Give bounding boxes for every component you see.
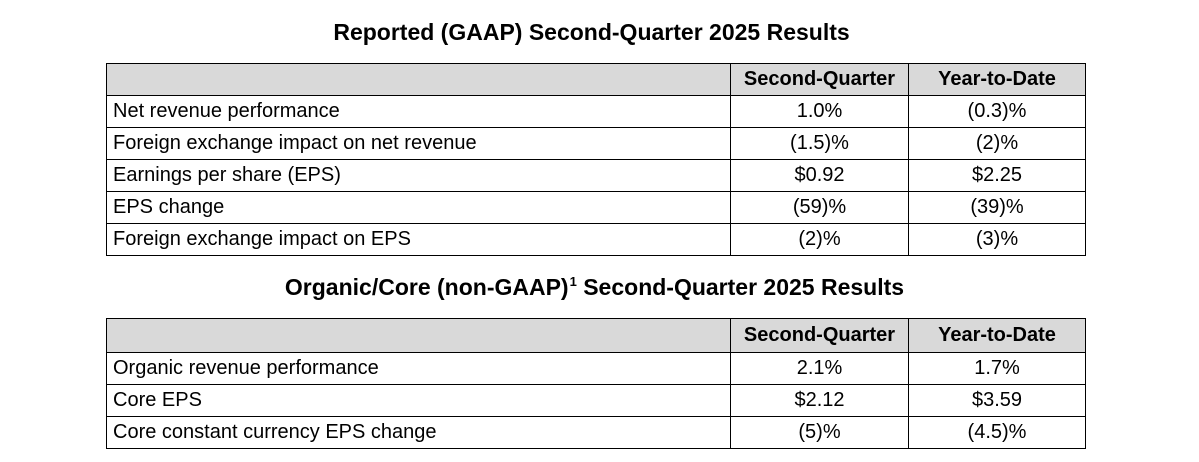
table-row: Foreign exchange impact on EPS (2)% (3)% — [106, 223, 1086, 256]
column-header-year-to-date: Year-to-Date — [908, 318, 1086, 353]
gaap-results-table: Second-Quarter Year-to-Date Net revenue … — [106, 63, 1086, 256]
second-quarter-value: $0.92 — [730, 159, 909, 192]
column-header-second-quarter: Second-Quarter — [730, 318, 909, 353]
year-to-date-value: (0.3)% — [908, 95, 1086, 128]
year-to-date-value: (4.5)% — [908, 416, 1086, 449]
footnote-marker: 1 — [569, 274, 577, 289]
column-header-year-to-date: Year-to-Date — [908, 63, 1086, 96]
table-row: Net revenue performance 1.0% (0.3)% — [106, 95, 1086, 128]
core-title-main: Organic/Core (non-GAAP) — [284, 274, 569, 300]
table-row: Organic revenue performance 2.1% 1.7% — [106, 352, 1086, 385]
second-quarter-value: $2.12 — [730, 384, 909, 417]
second-quarter-value: 2.1% — [730, 352, 909, 385]
second-quarter-value: (5)% — [730, 416, 909, 449]
table-header-row: Second-Quarter Year-to-Date — [106, 318, 1086, 353]
table-row: EPS change (59)% (39)% — [106, 191, 1086, 224]
table-row: Earnings per share (EPS) $0.92 $2.25 — [106, 159, 1086, 192]
gaap-results-title: Reported (GAAP) Second-Quarter 2025 Resu… — [333, 19, 850, 45]
row-label: Earnings per share (EPS) — [106, 159, 731, 192]
table-row: Core EPS $2.12 $3.59 — [106, 384, 1086, 417]
table-header-row: Second-Quarter Year-to-Date — [106, 63, 1086, 96]
row-label: Net revenue performance — [106, 95, 731, 128]
row-label: Core EPS — [106, 384, 731, 417]
year-to-date-value: (3)% — [908, 223, 1086, 256]
row-label: Foreign exchange impact on EPS — [106, 223, 731, 256]
second-quarter-value: 1.0% — [730, 95, 909, 128]
year-to-date-value: (2)% — [908, 127, 1086, 160]
second-quarter-value: (59)% — [730, 191, 909, 224]
core-results-title: Organic/Core (non-GAAP)1 Second-Quarter … — [0, 273, 1194, 305]
row-label: Foreign exchange impact on net revenue — [106, 127, 731, 160]
core-results-table: Second-Quarter Year-to-Date Organic reve… — [106, 318, 1086, 449]
second-quarter-value: (1.5)% — [730, 127, 909, 160]
year-to-date-value: $3.59 — [908, 384, 1086, 417]
year-to-date-value: 1.7% — [908, 352, 1086, 385]
header-blank-cell — [106, 63, 731, 96]
column-header-second-quarter: Second-Quarter — [730, 63, 909, 96]
header-blank-cell — [106, 318, 731, 353]
year-to-date-value: $2.25 — [908, 159, 1086, 192]
table-row: Core constant currency EPS change (5)% (… — [106, 416, 1086, 449]
row-label: EPS change — [106, 191, 731, 224]
row-label: Organic revenue performance — [106, 352, 731, 385]
core-title-rest: Second-Quarter 2025 Results — [576, 274, 905, 300]
table-row: Foreign exchange impact on net revenue (… — [106, 127, 1086, 160]
row-label: Core constant currency EPS change — [106, 416, 731, 449]
second-quarter-value: (2)% — [730, 223, 909, 256]
year-to-date-value: (39)% — [908, 191, 1086, 224]
